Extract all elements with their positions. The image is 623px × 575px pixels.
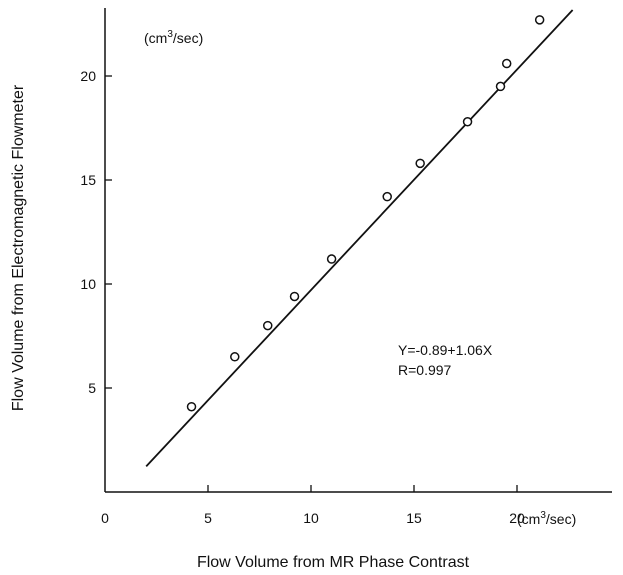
x-tick-label: 20 [509, 510, 525, 526]
x-axis-ticks: 0 5 10 15 20 [101, 485, 525, 526]
data-point [415, 158, 425, 169]
y-axis-title: Flow Volume from Electromagnetic Flowmet… [10, 84, 27, 411]
y-unit-pre: (cm [144, 30, 167, 46]
y-unit-post: /sec) [173, 30, 203, 46]
x-tick-label: 5 [204, 510, 212, 526]
data-point [501, 58, 512, 69]
correlation-coefficient: R=0.997 [398, 362, 452, 378]
regression-line [145, 9, 574, 468]
x-unit-pre: (cm [517, 511, 540, 527]
y-unit-label: (cm3/sec) [144, 29, 203, 46]
x-tick-label: 10 [303, 510, 319, 526]
x-unit-post: /sec) [546, 511, 576, 527]
x-unit-label: (cm3/sec) [517, 510, 576, 527]
data-point [230, 352, 240, 362]
x-unit-sup: 3 [540, 510, 546, 521]
y-unit-sup: 3 [167, 29, 173, 40]
data-point [462, 117, 473, 127]
y-tick-label: 10 [80, 276, 96, 292]
data-point [262, 320, 273, 331]
y-axis-ticks: 5 10 15 20 [80, 68, 112, 396]
data-point [186, 401, 197, 412]
data-point [326, 254, 337, 264]
regression-equation: Y=-0.89+1.06X [398, 342, 493, 358]
data-point [382, 191, 392, 202]
data-point [534, 15, 545, 25]
y-tick-label: 20 [80, 68, 96, 84]
y-tick-label: 15 [80, 172, 96, 188]
x-tick-label: 15 [406, 510, 422, 526]
data-point [495, 81, 506, 92]
y-tick-label: 5 [88, 380, 96, 396]
x-axis-title: Flow Volume from MR Phase Contrast [197, 554, 470, 571]
data-point [289, 291, 300, 302]
data-points [186, 15, 545, 412]
x-tick-label: 0 [101, 510, 109, 526]
